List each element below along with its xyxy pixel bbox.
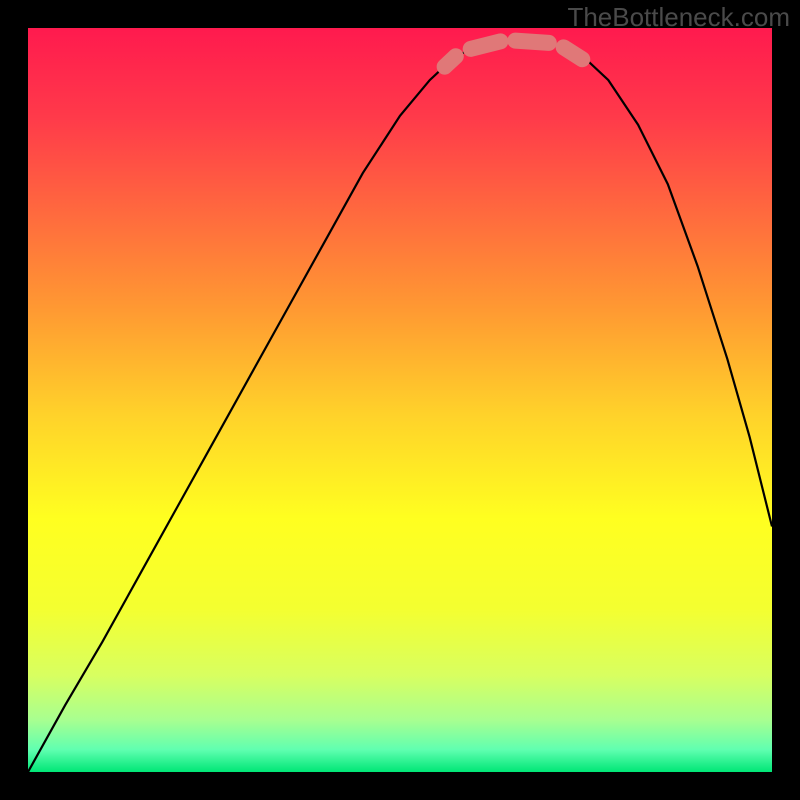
highlight-segment (515, 41, 548, 43)
bottleneck-curve (28, 41, 772, 772)
watermark-text: TheBottleneck.com (567, 2, 790, 33)
highlight-segment (564, 47, 583, 59)
curve-layer (28, 28, 772, 772)
highlight-segment (445, 56, 456, 66)
highlight-segment (471, 41, 501, 48)
plot-area (28, 28, 772, 772)
highlight-group (445, 41, 583, 67)
chart-stage: TheBottleneck.com (0, 0, 800, 800)
